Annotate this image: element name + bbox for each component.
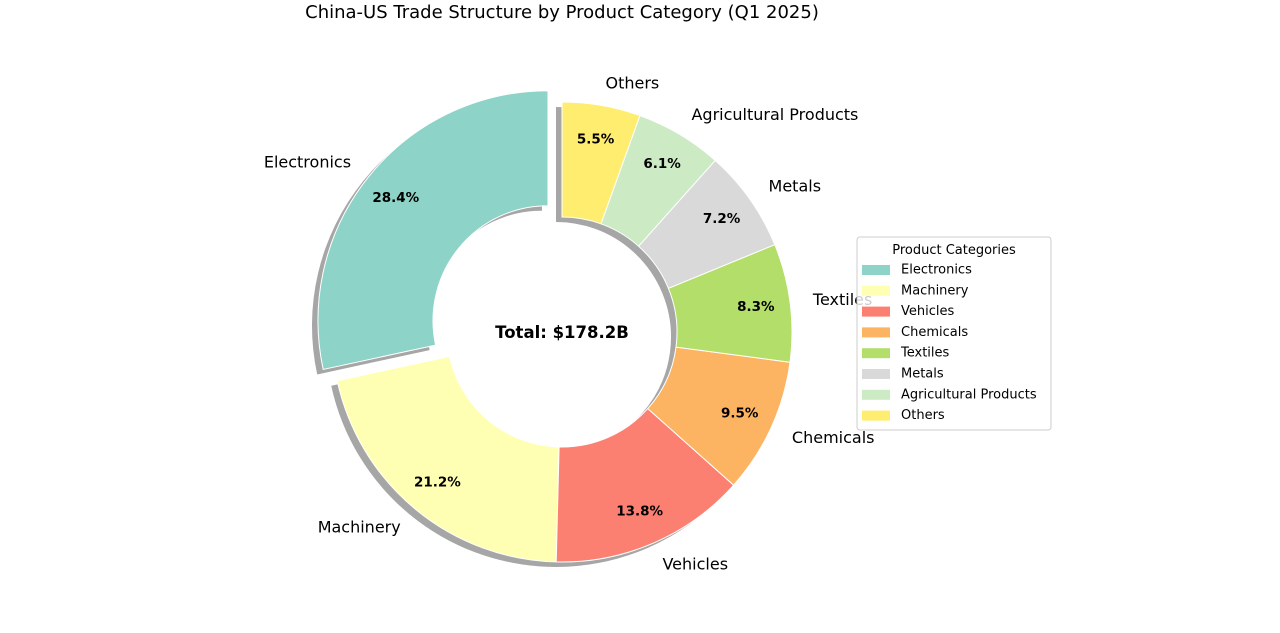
slice-others <box>561 101 641 225</box>
category-label-electronics: Electronics <box>264 152 351 171</box>
slices <box>317 90 793 563</box>
legend-swatch-others <box>862 410 890 421</box>
percent-label-machinery: 21.2% <box>414 475 461 491</box>
legend-swatch-machinery <box>862 285 890 296</box>
chart-title: China-US Trade Structure by Product Cate… <box>305 2 819 23</box>
legend-label-electronics: Electronics <box>901 263 972 278</box>
slice-electronics <box>317 90 549 371</box>
percent-labels: 28.4% 21.2% 13.8% 9.5% 8.3% 7.2% 6.1% 5.5% <box>372 131 775 519</box>
legend-label-textiles: Textiles <box>900 346 950 361</box>
legend-swatch-metals <box>862 369 890 379</box>
percent-label-metals: 7.2% <box>703 211 741 227</box>
category-label-chemicals: Chemicals <box>792 428 875 447</box>
percent-label-vehicles: 13.8% <box>616 503 663 519</box>
category-label-vehicles: Vehicles <box>662 555 728 574</box>
legend-title: Product Categories <box>892 243 1016 258</box>
legend-frame <box>856 236 1052 431</box>
legend-swatch-textiles <box>862 348 890 359</box>
category-label-agricultural-products: Agricultural Products <box>691 105 858 124</box>
category-labels: ElectronicsMachineryVehiclesChemicalsTex… <box>264 73 875 573</box>
legend-swatch-agricultural-products <box>862 389 890 400</box>
legend-label-machinery: Machinery <box>901 283 969 298</box>
legend-label-agricultural-products: Agricultural Products <box>901 387 1037 402</box>
legend-label-metals: Metals <box>901 367 944 382</box>
percent-label-chemicals: 9.5% <box>721 406 759 422</box>
legend-items: Electronics Machinery Vehicles Chemicals Tex… <box>862 263 1037 423</box>
percent-label-textiles: 8.3% <box>737 299 775 315</box>
legend-swatch-chemicals <box>862 327 890 338</box>
category-label-machinery: Machinery <box>318 517 401 536</box>
slice-machinery <box>336 355 560 563</box>
legend-label-vehicles: Vehicles <box>901 304 954 319</box>
percent-label-others: 5.5% <box>577 131 615 147</box>
percent-label-agricultural-products: 6.1% <box>643 156 681 172</box>
percent-label-electronics: 28.4% <box>372 190 419 206</box>
legend-swatch-electronics <box>862 265 890 275</box>
legend: Product Categories Electronics Machinery V… <box>856 236 1052 431</box>
category-label-metals: Metals <box>769 176 822 195</box>
legend-label-chemicals: Chemicals <box>901 325 968 340</box>
legend-label-others: Others <box>901 408 945 423</box>
legend-swatch-vehicles <box>862 306 890 317</box>
category-label-others: Others <box>605 73 659 92</box>
center-total-label: Total: $178.2B <box>495 323 629 342</box>
